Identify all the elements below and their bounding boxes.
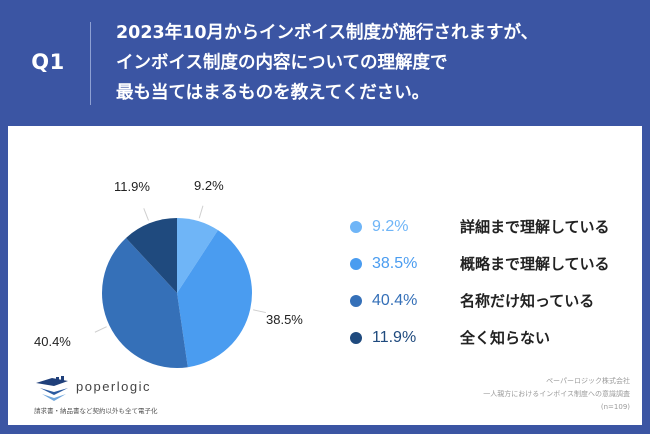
pie-chart: [94, 205, 266, 369]
legend-pct: 9.2%: [372, 217, 409, 235]
legend-dot-icon: [350, 220, 362, 233]
source-sample: (n=109): [600, 403, 630, 411]
pie-slice: [177, 218, 218, 293]
question-line-3: 最も当てはまるものを教えてください。: [116, 83, 430, 103]
question-line-2: インボイス制度の内容についての理解度で: [116, 53, 448, 73]
legend-item-detail: 9.2% 詳細まで理解している: [350, 208, 610, 245]
question-line-1: 2023年10月からインボイス制度が施行されますが、: [116, 23, 539, 43]
source-company: ペーパーロジック株式会社: [546, 377, 630, 385]
legend-dot-icon: [350, 331, 362, 344]
pie-slice: [177, 230, 253, 368]
question-number: Q1: [31, 50, 65, 74]
legend-label: 詳細まで理解している: [460, 218, 610, 236]
survey-source: ペーパーロジック株式会社 一人親方におけるインボイス制度への意識調査 (n=10…: [483, 375, 630, 414]
pie-label-detail: 9.2%: [194, 178, 224, 193]
pie-label-name-only: 40.4%: [34, 334, 71, 349]
legend-label: 全く知らない: [460, 329, 551, 347]
logo-wordmark: poperlogic: [76, 379, 151, 394]
legend-dot-icon: [350, 257, 362, 270]
leader-line: [253, 309, 266, 314]
logo-tagline: 請求書・納品書など契約以外も全て電子化: [34, 407, 158, 415]
legend-item-overview: 38.5% 概略まで理解している: [350, 245, 610, 282]
leader-line: [94, 326, 107, 333]
pie-label-overview: 38.5%: [266, 312, 303, 327]
leader-line: [198, 205, 204, 219]
leader-line: [143, 208, 149, 221]
logo-mark-icon: [36, 376, 68, 401]
pie-label-none: 11.9%: [114, 179, 150, 194]
legend-label: 概略まで理解している: [460, 255, 610, 273]
legend-pct: 11.9%: [372, 328, 417, 346]
legend-item-none: 11.9% 全く知らない: [350, 319, 610, 356]
chart-legend: 9.2% 詳細まで理解している 38.5% 概略まで理解している 40.4% 名…: [350, 208, 610, 356]
header-divider: [90, 22, 91, 105]
legend-label: 名称だけ知っている: [460, 292, 595, 310]
source-survey: 一人親方におけるインボイス制度への意識調査: [483, 390, 630, 398]
pie-slice: [126, 218, 177, 293]
question-header: Q1 2023年10月からインボイス制度が施行されますが、 インボイス制度の内容…: [0, 0, 650, 126]
legend-pct: 38.5%: [372, 254, 418, 272]
legend-pct: 40.4%: [372, 291, 418, 309]
chart-card: 9.2% 38.5% 40.4% 11.9% 9.2% 詳細まで理解している 3…: [8, 126, 642, 425]
pie-slice: [102, 238, 188, 369]
question-text: 2023年10月からインボイス制度が施行されますが、 インボイス制度の内容につい…: [116, 18, 538, 108]
legend-item-name-only: 40.4% 名称だけ知っている: [350, 282, 610, 319]
legend-dot-icon: [350, 294, 362, 307]
